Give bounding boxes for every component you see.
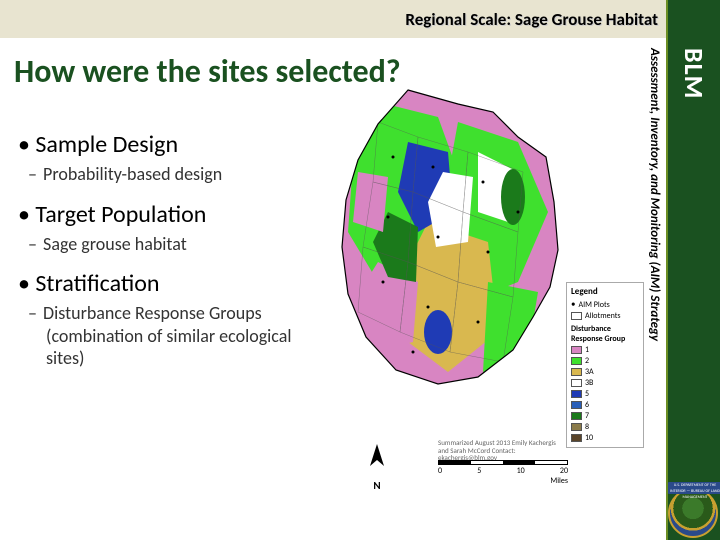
bullet-1-sub: Probability-based design <box>46 163 328 186</box>
bullet-list: Sample Design Probability-based design T… <box>18 130 328 384</box>
bullet-1: Sample Design <box>18 130 328 159</box>
header-title: Regional Scale: Sage Grouse Habitat <box>405 9 658 30</box>
map-svg <box>318 82 588 392</box>
north-arrow-icon: N <box>366 444 388 492</box>
bullet-2: Target Population <box>18 200 328 229</box>
header-band: Regional Scale: Sage Grouse Habitat <box>0 0 720 38</box>
scalebar: 0 5 10 20 Miles <box>438 460 568 486</box>
legend-row: •AIM Plots <box>571 299 639 310</box>
sidebar: BLM U.S. DEPARTMENT OF THE INTERIOR — BU… <box>666 0 720 540</box>
seal-banner: U.S. DEPARTMENT OF THE INTERIOR — BUREAU… <box>668 482 720 494</box>
map-credit: Summarized August 2013 Emily Kachergis a… <box>438 439 558 462</box>
legend-group-title: Disturbance Response Group <box>571 324 639 344</box>
legend-title: Legend <box>571 286 639 297</box>
map-area <box>318 82 588 392</box>
sidebar-subtitle: Assessment, Inventory, and Monitoring (A… <box>647 48 662 341</box>
bullet-2-sub: Sage grouse habitat <box>46 233 328 256</box>
legend: Legend •AIM Plots Allotments Disturbance… <box>566 282 644 448</box>
bullet-3-sub: Disturbance Response Groups (combination… <box>46 302 328 370</box>
map-figure: Legend •AIM Plots Allotments Disturbance… <box>318 82 648 512</box>
sidebar-org: BLM <box>678 48 710 99</box>
legend-row: Allotments <box>571 311 639 321</box>
bullet-3: Stratification <box>18 269 328 298</box>
